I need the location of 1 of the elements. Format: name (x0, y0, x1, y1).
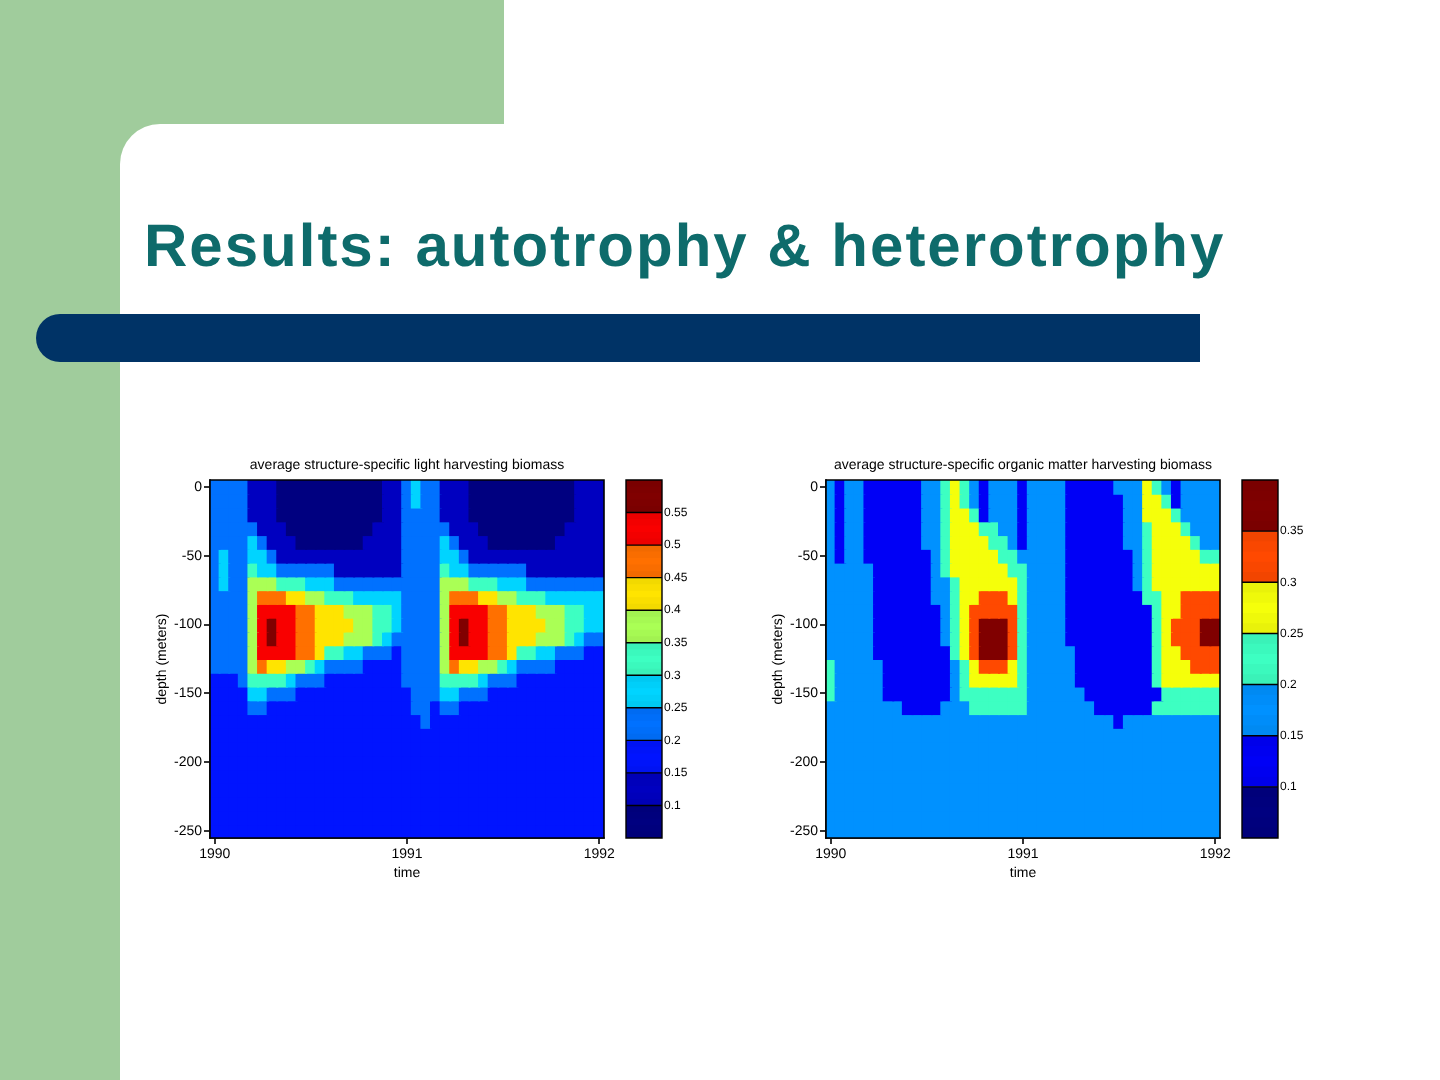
text: Results: autotrophy & heterotrophy (144, 214, 1226, 280)
